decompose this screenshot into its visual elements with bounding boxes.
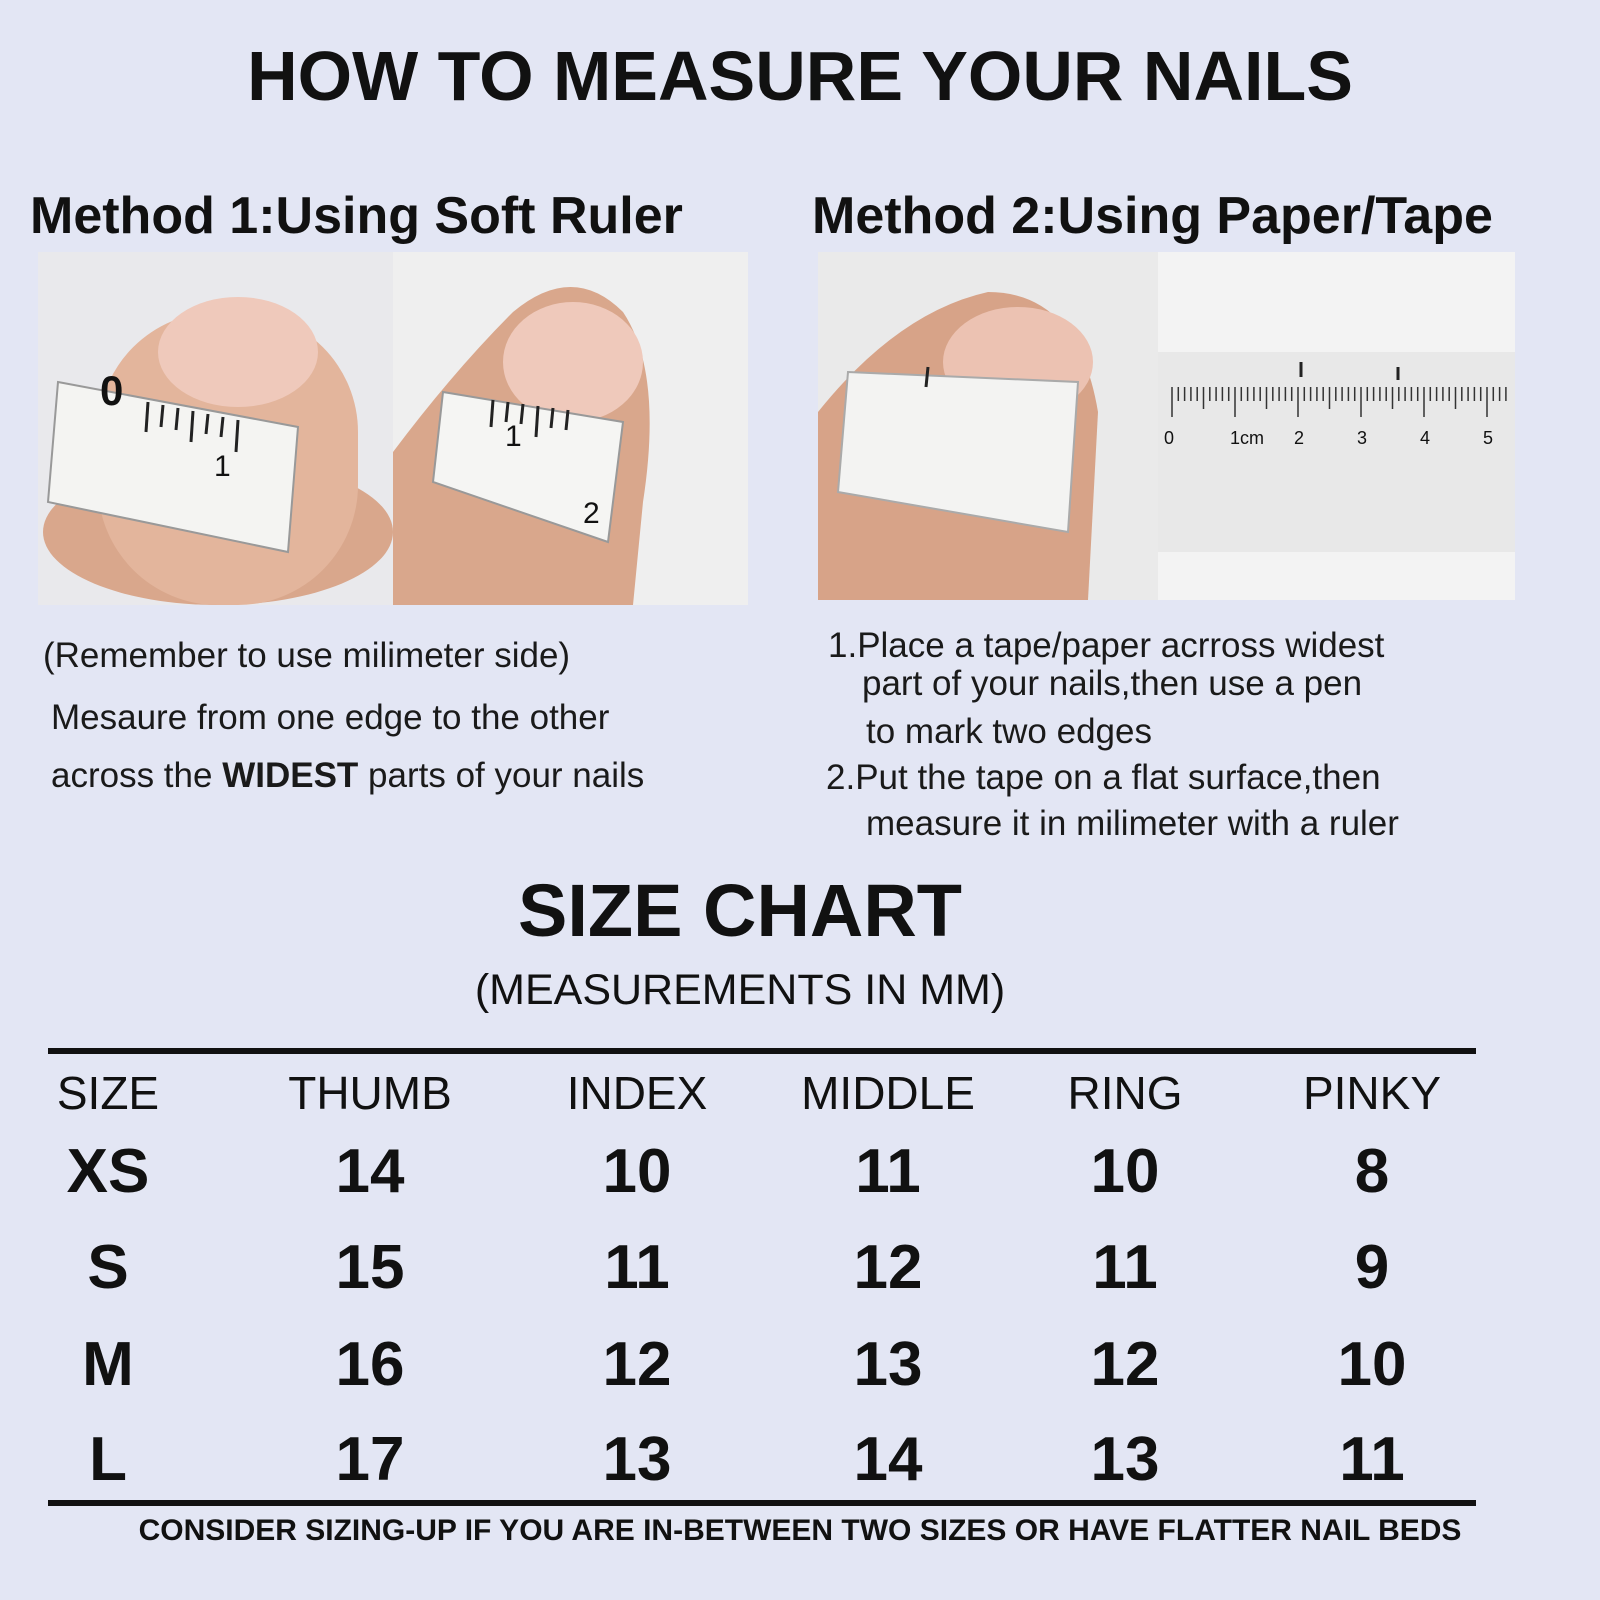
size-chart-subtitle: (MEASUREMENTS IN MM) [474,966,1006,1014]
measurement-cell: 14 [853,1425,923,1494]
measurement-cell: 9 [1354,1233,1390,1302]
tape-label: 1 [214,450,231,483]
method2-step1-line1: 1.Place a tape/paper acrross widest [828,626,1385,665]
table-top-rule [48,1048,1476,1054]
tape-label: 0 [100,367,124,414]
text: parts of your nails [358,756,645,795]
measurement-cell: 10 [1090,1137,1160,1206]
measurement-cell: 13 [853,1330,923,1399]
measurement-cell: 13 [602,1425,672,1494]
ruler-label: 4 [1420,428,1431,448]
measurement-cell: 11 [1339,1425,1405,1494]
ruler-label: 5 [1483,428,1494,448]
measurement-cell: 12 [602,1330,672,1399]
measurement-cell: 12 [1090,1330,1160,1399]
method1-line1: Mesaure from one edge to the other [51,698,610,737]
page-title: HOW TO MEASURE YOUR NAILS [247,37,1353,115]
measurement-cell: 17 [335,1425,405,1494]
method1-heading: Method 1:Using Soft Ruler [30,187,683,245]
column-header: INDEX [566,1067,708,1119]
measurement-cell: 15 [335,1233,405,1302]
column-header: SIZE [56,1067,160,1119]
measurement-cell: 11 [604,1233,670,1302]
measurement-cell: 8 [1354,1137,1390,1206]
soft-ruler-photo-2: 1 2 [393,252,748,605]
tape-on-nail-photo [818,252,1158,600]
method2-step1-line3: to mark two edges [866,712,1152,751]
table-bottom-rule [48,1500,1476,1506]
measurement-cell: 14 [335,1137,405,1206]
size-label: XS [66,1137,150,1206]
text: across the [51,756,223,795]
sizing-note: CONSIDER SIZING-UP IF YOU ARE IN-BETWEEN… [138,1514,1462,1547]
measurement-cell: 11 [855,1137,921,1206]
method1-note: (Remember to use milimeter side) [43,636,571,675]
ruler-label: 0 [1164,428,1175,448]
size-label: L [89,1425,127,1494]
ruler-illustration [1158,352,1515,552]
method2-step2-line2: measure it in milimeter with a ruler [866,804,1399,843]
finger-with-paper-illustration [818,292,1098,600]
method2-heading: Method 2:Using Paper/Tape [812,187,1493,245]
emphasis-text: WIDEST [222,756,359,795]
measurement-cell: 10 [1337,1330,1407,1399]
finger-with-tape-illustration [393,287,650,605]
ruler-label: 2 [1294,428,1305,448]
size-label: S [87,1233,129,1302]
tape-label: 1 [505,420,522,453]
measurement-cell: 13 [1090,1425,1160,1494]
column-header: PINKY [1302,1067,1442,1119]
size-chart-title: SIZE CHART [518,869,962,952]
tape-label: 2 [583,497,600,530]
ruler-label: 1cm [1230,428,1265,448]
measurement-cell: 10 [602,1137,672,1206]
size-label: M [82,1330,134,1399]
column-header: THUMB [288,1067,452,1119]
measurement-cell: 16 [335,1330,405,1399]
measurement-cell: 11 [1092,1233,1158,1302]
ruler-photo: 0 1cm 2 3 4 5 [1158,252,1515,600]
method2-step1-line2: part of your nails,then use a pen [862,664,1363,703]
column-header: RING [1067,1067,1183,1119]
method2-step2-line1: 2.Put the tape on a flat surface,then [826,758,1381,797]
finger-with-tape-illustration [43,297,393,605]
ruler-label: 3 [1357,428,1368,448]
measurement-cell: 12 [853,1233,923,1302]
method1-line2: across the WIDEST parts of your nails [51,756,644,796]
soft-ruler-photo-1: 0 1 [38,252,393,605]
column-header: MIDDLE [801,1067,975,1119]
